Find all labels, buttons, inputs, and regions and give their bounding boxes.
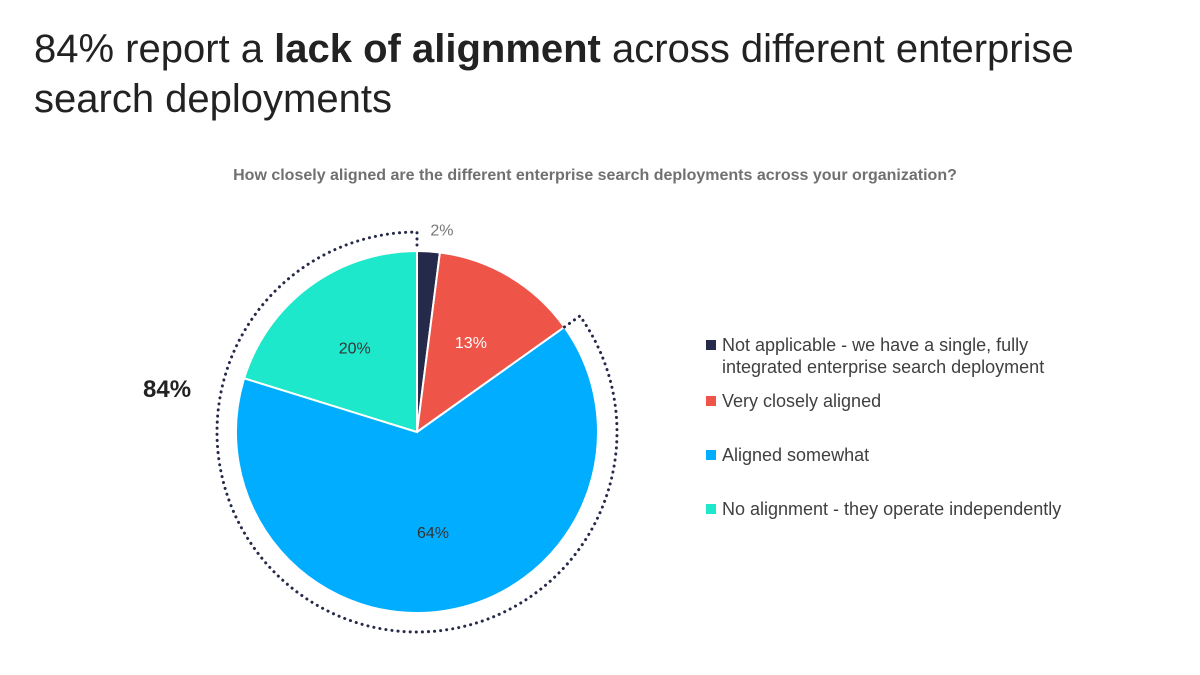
legend-item-aligned-somewhat: Aligned somewhat: [706, 444, 1106, 466]
data-label-3: 64%: [417, 525, 449, 542]
chart-title: How closely aligned are the different en…: [233, 167, 957, 184]
page-title: 84% report a lack of alignment across di…: [34, 27, 1074, 121]
pie-slice-no-alignment-they-operate-inde: [242, 249, 418, 434]
legend-label-very-closely-aligned: Very closely aligned: [722, 391, 882, 411]
legend-swatch-aligned-somewhat: [706, 450, 716, 460]
chart-legend: Not applicable - we have a single, fully…: [706, 334, 1106, 520]
highlight-dotted-arc: [215, 230, 619, 634]
legend-label-aligned-somewhat: Aligned somewhat: [722, 445, 870, 465]
pie-slice-very-closely-aligned: [415, 251, 566, 435]
highlight-callout-label: 84%: [143, 376, 192, 403]
legend-item-very-closely-aligned: Very closely aligned: [706, 390, 1106, 412]
legend-swatch-no-alignment: [706, 504, 716, 514]
legend-item-not-applicable: Not applicable - we have a single, fully…: [706, 334, 1106, 378]
legend-label-no-alignment: No alignment - they operate independentl…: [722, 499, 1062, 519]
data-label-2: 13%: [455, 335, 487, 352]
data-label-4: 20%: [339, 340, 371, 357]
legend-item-no-alignment: No alignment - they operate independentl…: [706, 498, 1106, 520]
legend-swatch-very-closely-aligned: [706, 396, 716, 406]
legend-label-not-applicable: Not applicable - we have a single, fully…: [722, 335, 1045, 377]
pie-slice-aligned-somewhat: [235, 325, 599, 614]
legend-swatch-not-applicable: [706, 340, 716, 350]
data-label-1: 2%: [430, 222, 453, 239]
